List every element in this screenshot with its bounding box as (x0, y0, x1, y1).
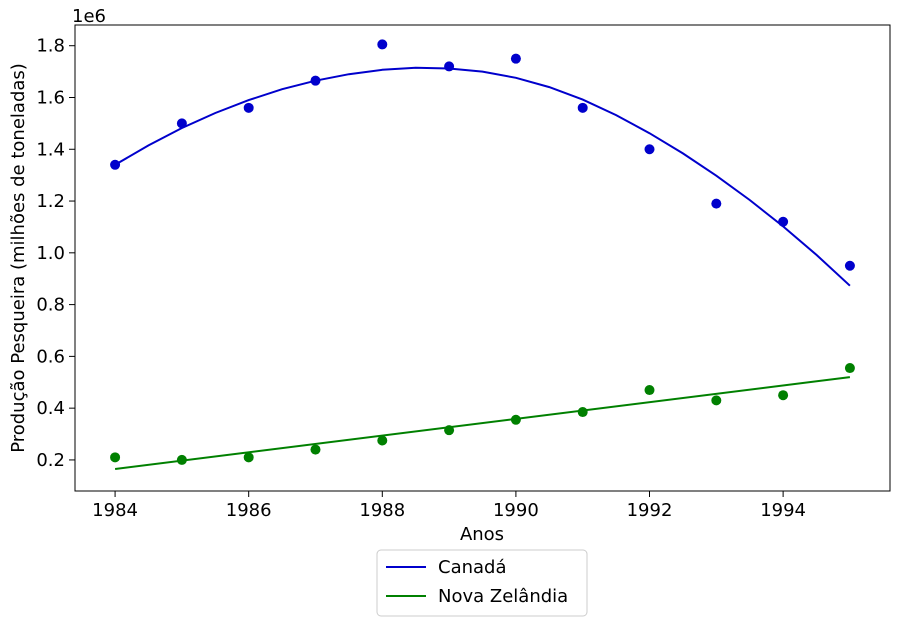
data-point-canada (310, 75, 321, 86)
plot-area (74, 24, 891, 492)
legend: Canadá Nova Zelândia (376, 549, 588, 617)
data-point-nova-zelandia (377, 435, 388, 446)
data-point-nova-zelandia (644, 385, 655, 396)
data-point-nova-zelandia (711, 395, 722, 406)
data-point-canada (844, 260, 855, 271)
y-axis: 0.2 0.4 0.6 0.8 1.0 1.2 1.4 1.6 1.8 (36, 36, 75, 471)
data-point-canada (577, 102, 588, 113)
x-tick-label: 1986 (226, 500, 272, 521)
y-tick-label: 1.2 (36, 191, 65, 212)
x-tick-label: 1988 (359, 500, 405, 521)
y-axis-label: Produção Pesqueira (milhões de toneladas… (8, 63, 29, 453)
data-point-nova-zelandia (176, 454, 187, 465)
fit-line-nova-zelandia (114, 376, 851, 470)
legend-label-nova-zelandia: Nova Zelândia (438, 586, 568, 607)
x-tick-label: 1992 (627, 500, 673, 521)
data-point-canada (778, 216, 789, 227)
y-tick-label: 0.2 (36, 450, 65, 471)
y-tick-label: 1.4 (36, 139, 65, 160)
data-point-canada (711, 198, 722, 209)
data-point-nova-zelandia (243, 452, 254, 463)
data-point-canada (110, 159, 121, 170)
data-point-nova-zelandia (577, 407, 588, 418)
data-point-nova-zelandia (510, 414, 521, 425)
data-point-canada (176, 118, 187, 129)
data-point-nova-zelandia (444, 425, 455, 436)
y-tick-label: 1.8 (36, 36, 65, 57)
y-tick-label: 0.6 (36, 346, 65, 367)
y-tick-label: 0.4 (36, 398, 65, 419)
x-tick-label: 1994 (760, 500, 806, 521)
x-axis: 1984 1986 1988 1990 1992 1994 (92, 491, 806, 521)
y-tick-label: 1.6 (36, 87, 65, 108)
x-tick-label: 1984 (92, 500, 138, 521)
series-layer (110, 39, 855, 470)
x-tick-label: 1990 (493, 500, 539, 521)
data-point-canada (510, 53, 521, 64)
y-tick-label: 0.8 (36, 295, 65, 316)
data-point-nova-zelandia (844, 363, 855, 374)
data-point-nova-zelandia (110, 452, 121, 463)
x-axis-label: Anos (460, 524, 504, 545)
data-point-canada (377, 39, 388, 50)
data-point-nova-zelandia (778, 390, 789, 401)
legend-label-canada: Canadá (438, 557, 507, 578)
data-point-canada (444, 61, 455, 72)
data-point-canada (644, 144, 655, 155)
data-point-nova-zelandia (310, 444, 321, 455)
y-offset-label: 1e6 (72, 6, 106, 27)
legend-frame (376, 549, 588, 617)
data-point-canada (243, 102, 254, 113)
y-tick-label: 1.0 (36, 243, 65, 264)
fit-line-canada (114, 66, 851, 287)
